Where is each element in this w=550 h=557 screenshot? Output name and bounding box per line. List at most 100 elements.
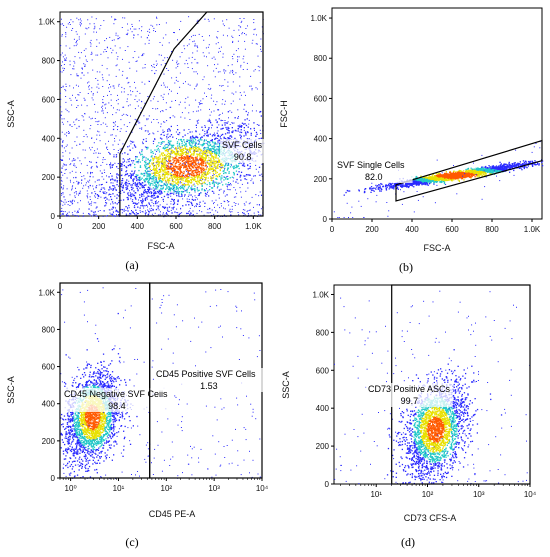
scatter-point: [193, 147, 194, 148]
scatter-point: [166, 212, 167, 213]
scatter-point: [96, 216, 97, 217]
scatter-point: [103, 113, 104, 114]
scatter-point: [209, 119, 210, 120]
scatter-point: [93, 189, 94, 190]
scatter-point: [86, 182, 87, 183]
scatter-point: [117, 181, 118, 182]
x-tick-label: 400: [131, 222, 145, 231]
scatter-point: [69, 159, 70, 160]
scatter-point: [163, 83, 164, 84]
scatter-point: [210, 212, 211, 213]
scatter-point: [134, 51, 135, 52]
scatter-point: [200, 152, 201, 153]
scatter-point: [241, 33, 242, 34]
scatter-point: [137, 207, 138, 208]
scatter-point: [156, 162, 157, 163]
scatter-point: [145, 125, 146, 126]
scatter-point: [184, 118, 185, 119]
scatter-point: [180, 181, 181, 182]
scatter-point: [194, 179, 195, 180]
scatter-point: [61, 195, 62, 196]
scatter-point: [213, 170, 214, 171]
scatter-point: [153, 64, 154, 65]
scatter-point: [217, 135, 218, 136]
scatter-point: [158, 148, 159, 149]
scatter-point: [246, 202, 247, 203]
scatter-point: [115, 216, 116, 217]
scatter-point: [189, 199, 190, 200]
scatter-point: [159, 174, 160, 175]
scatter-point: [113, 144, 114, 145]
scatter-point: [216, 175, 217, 176]
scatter-point: [185, 158, 186, 159]
scatter-point: [118, 35, 119, 36]
scatter-point: [72, 186, 73, 187]
scatter-point: [164, 131, 165, 132]
scatter-point: [246, 111, 247, 112]
scatter-point: [177, 61, 178, 62]
scatter-point: [63, 156, 64, 157]
scatter-point: [164, 176, 165, 177]
scatter-point: [195, 195, 196, 196]
scatter-point: [127, 101, 128, 102]
scatter-point: [253, 122, 254, 123]
scatter-point: [185, 164, 186, 165]
scatter-point: [236, 179, 237, 180]
scatter-point: [85, 28, 86, 29]
scatter-point: [207, 174, 208, 175]
scatter-point: [88, 86, 89, 87]
scatter-point: [61, 177, 62, 178]
scatter-point: [240, 65, 241, 66]
scatter-point: [160, 138, 161, 139]
scatter-point: [138, 200, 139, 201]
scatter-point: [167, 191, 168, 192]
scatter-point: [197, 213, 198, 214]
scatter-point: [167, 168, 168, 169]
scatter-point: [92, 118, 93, 119]
scatter-point: [203, 98, 204, 99]
scatter-point: [102, 159, 103, 160]
scatter-point: [197, 178, 198, 179]
scatter-point: [215, 156, 216, 157]
scatter-point: [149, 29, 150, 30]
scatter-point: [110, 213, 111, 214]
scatter-point: [220, 71, 221, 72]
scatter-point: [217, 212, 218, 213]
scatter-point: [126, 114, 127, 115]
scatter-point: [124, 210, 125, 211]
scatter-point: [96, 18, 97, 19]
scatter-point: [209, 84, 210, 85]
panel-label-a: (a): [125, 258, 138, 272]
scatter-point: [135, 29, 136, 30]
scatter-point: [232, 58, 233, 59]
scatter-point: [97, 149, 98, 150]
scatter-point: [117, 126, 118, 127]
scatter-point: [169, 211, 170, 212]
scatter-point: [211, 166, 212, 167]
scatter-point: [89, 204, 90, 205]
scatter-point: [65, 32, 66, 33]
scatter-point: [251, 86, 252, 87]
scatter-point: [230, 209, 231, 210]
scatter-point: [178, 177, 179, 178]
scatter-point: [84, 98, 85, 99]
scatter-point: [163, 185, 164, 186]
scatter-point: [227, 86, 228, 87]
scatter-point: [110, 162, 111, 163]
scatter-point: [120, 163, 121, 164]
scatter-point: [194, 59, 195, 60]
scatter-point: [238, 128, 239, 129]
scatter-point: [163, 162, 164, 163]
scatter-point: [188, 211, 189, 212]
scatter-point: [196, 143, 197, 144]
scatter-point: [112, 215, 113, 216]
scatter-point: [205, 193, 206, 194]
scatter-point: [126, 183, 127, 184]
scatter-point: [192, 157, 193, 158]
scatter-point: [168, 150, 169, 151]
scatter-point: [235, 167, 236, 168]
gate-name: SVF Cells: [222, 140, 263, 150]
scatter-point: [170, 107, 171, 108]
scatter-point: [136, 71, 137, 72]
scatter-point: [160, 214, 161, 215]
